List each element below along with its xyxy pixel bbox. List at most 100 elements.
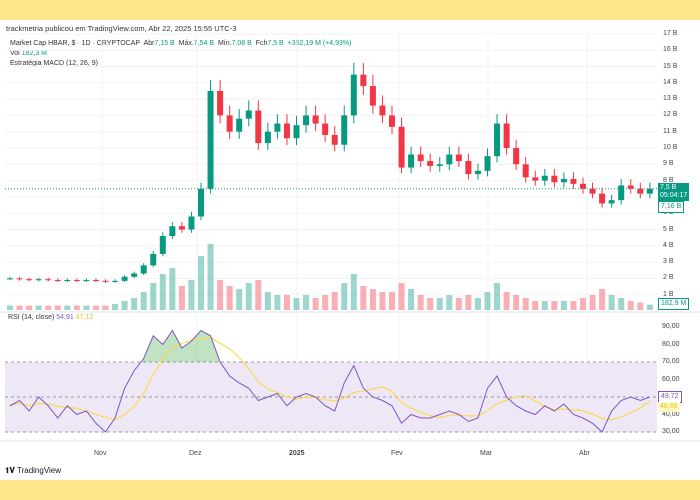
candle — [474, 170, 481, 175]
volume-bar — [589, 295, 596, 310]
rsi-line — [9, 329, 651, 433]
candle — [522, 164, 529, 178]
volume-bar — [389, 292, 395, 310]
candle — [436, 164, 443, 166]
rsi-ma-tag: 46,66 — [658, 402, 680, 412]
candle — [446, 154, 453, 165]
volume-bar — [169, 268, 176, 310]
volume-bar — [503, 292, 510, 310]
candle — [341, 115, 348, 145]
volume-bar — [207, 244, 214, 310]
candle — [236, 118, 243, 132]
vol-label: Vol — [10, 50, 20, 57]
volume-bar — [264, 292, 271, 310]
volume-bar — [455, 298, 462, 310]
candle — [608, 200, 615, 204]
last-price: 7,5 B — [660, 184, 677, 191]
volume-bar — [474, 298, 481, 310]
price-tick: 4 B — [663, 241, 674, 249]
candle — [417, 154, 424, 162]
candle — [303, 115, 310, 126]
volume-bar — [608, 295, 615, 310]
time-tick: Abr — [579, 450, 590, 457]
volume-bar — [159, 274, 166, 310]
volume-bar — [283, 295, 290, 310]
candle — [408, 154, 415, 168]
volume-bar — [7, 305, 13, 310]
candle — [331, 134, 338, 145]
candle — [580, 183, 586, 189]
rsi-tag: 49,72 — [658, 391, 682, 403]
candle — [551, 175, 558, 183]
candle — [226, 115, 233, 132]
candle — [599, 193, 606, 204]
volume-bar — [369, 289, 376, 310]
volume-bar — [541, 301, 548, 310]
volume-bar — [140, 292, 147, 310]
rsi-ma-line — [9, 336, 651, 421]
rsi-tick: 90,00 — [662, 323, 680, 330]
candle — [322, 123, 329, 135]
price-tick: 15 B — [663, 62, 678, 70]
candle — [637, 188, 644, 194]
candle — [398, 126, 405, 168]
volume-bar — [522, 298, 529, 310]
candle — [369, 86, 376, 106]
volume-bar — [54, 305, 61, 310]
publish-info: trackmetria publicou em TradingView.com,… — [6, 24, 237, 33]
volume-bar — [16, 305, 23, 310]
volume-bar — [226, 286, 233, 310]
candle — [560, 178, 567, 183]
volume-bar — [102, 305, 109, 310]
volume-bar — [303, 295, 310, 310]
close-value: 7,5 B — [267, 40, 284, 47]
price-tick: 16 B — [663, 46, 678, 54]
volume-bar — [312, 298, 319, 310]
candle — [455, 154, 462, 162]
candle — [207, 90, 214, 189]
rsi-tick: 30,00 — [662, 428, 680, 435]
candle — [178, 226, 185, 230]
price-tick: 13 B — [663, 95, 678, 103]
time-tick: Nov — [94, 450, 107, 457]
prev-price-tag: 7,16 B — [658, 201, 685, 213]
price-tick: 11 B — [663, 127, 677, 135]
volume-bar — [92, 305, 99, 310]
candle — [293, 125, 300, 139]
time-tick: Dez — [189, 450, 202, 457]
volume-bar — [532, 301, 539, 310]
volume-legend[interactable]: Vol 182,3 M — [10, 50, 47, 57]
rsi-tick: 70,00 — [662, 358, 680, 365]
volume-bar — [188, 280, 195, 310]
candle — [484, 156, 491, 171]
volume-tag: 182,9 M — [658, 298, 690, 310]
rsi-legend[interactable]: RSI (14, close) 54,91 47,12 — [8, 314, 93, 321]
rsi-value: 54,91 — [56, 314, 74, 321]
price-tick: 14 B — [663, 78, 678, 86]
candle — [570, 178, 577, 184]
volume-bar — [646, 304, 653, 310]
symbol-name[interactable]: Market Cap HBAR, $ · 1D · CRYPTOCAP — [10, 40, 141, 47]
time-tick: Fev — [391, 450, 403, 457]
candle — [360, 74, 367, 87]
candle — [198, 188, 204, 217]
strategy-legend[interactable]: Estratégia MACD (12, 26, 9) — [10, 60, 98, 67]
volume-bar — [580, 298, 586, 310]
tv-logo-icon: 𝟏𝐕 — [5, 466, 15, 475]
candle — [121, 276, 128, 281]
open-value: 7,15 B — [154, 40, 175, 47]
candle — [64, 280, 71, 282]
candle — [7, 278, 13, 280]
rsi-tick: 40,00 — [662, 410, 680, 418]
tradingview-logo[interactable]: 𝟏𝐕 TradingView — [5, 466, 61, 476]
price-tick: 9 B — [663, 160, 674, 168]
candle — [379, 105, 386, 116]
bar-countdown: 05:04:17 — [660, 192, 688, 199]
volume-bar — [341, 283, 348, 310]
volume-bar — [198, 256, 204, 310]
volume-bar — [494, 283, 501, 310]
candle — [627, 185, 634, 189]
volume-bar — [64, 305, 71, 310]
volume-bar — [35, 305, 42, 310]
